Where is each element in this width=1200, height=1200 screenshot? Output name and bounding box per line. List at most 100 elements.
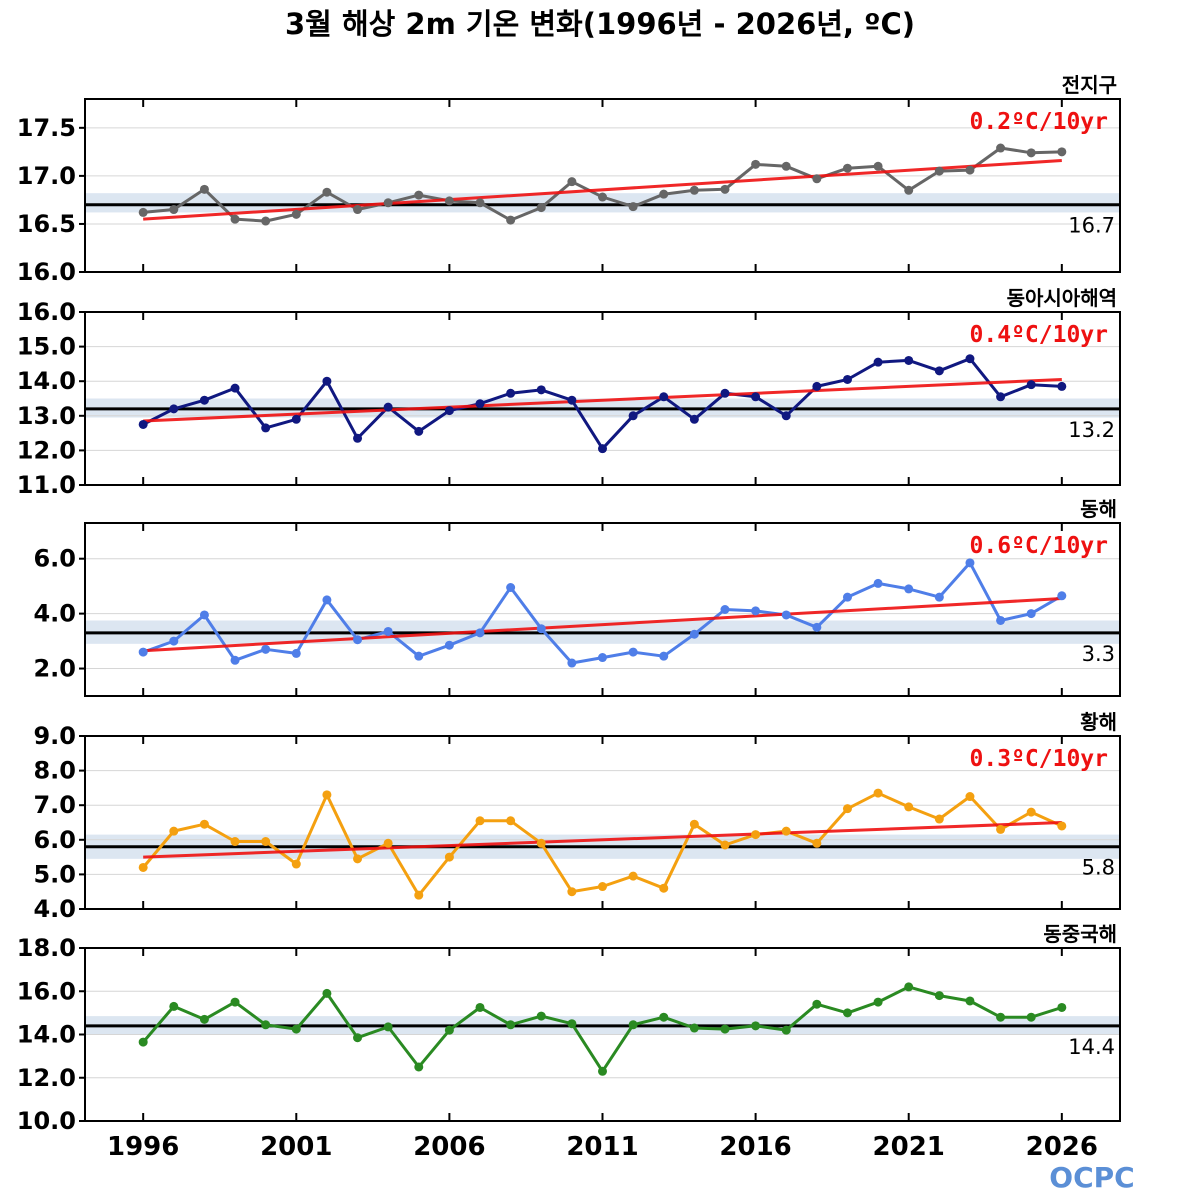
climatology-label: 3.3 <box>1082 642 1115 666</box>
data-point <box>904 982 914 992</box>
panel-frame <box>84 98 1121 273</box>
climatology-label: 5.8 <box>1082 856 1115 880</box>
data-point <box>322 376 332 386</box>
data-point <box>567 1019 577 1029</box>
data-point <box>506 816 516 826</box>
series-line <box>142 561 1063 665</box>
data-point <box>598 1066 607 1076</box>
data-point <box>598 192 607 202</box>
data-point <box>781 161 791 171</box>
data-point <box>1026 807 1036 817</box>
panel-0: 16.0 16.5 17.0 17.5 전지구 0.2ºC/10yr 16.7 <box>17 73 1121 286</box>
data-point <box>230 383 240 393</box>
y-tick-label: 17.5 <box>17 114 76 142</box>
data-point <box>414 651 424 661</box>
data-point <box>873 788 883 798</box>
data-point <box>383 198 393 208</box>
data-point <box>1057 381 1067 391</box>
data-point <box>536 203 546 213</box>
data-point <box>812 381 822 391</box>
data-point <box>1057 591 1067 601</box>
data-point <box>934 366 944 376</box>
data-point <box>628 202 638 212</box>
data-point <box>444 852 454 862</box>
region-label: 황해 <box>1080 710 1117 734</box>
data-point <box>689 819 699 829</box>
x-tick-label: 2016 <box>719 1132 791 1162</box>
data-point <box>444 196 454 206</box>
x-tick-label: 2001 <box>260 1132 332 1162</box>
region-label: 전지구 <box>1062 73 1117 97</box>
trend-label: 0.4ºC/10yr <box>970 322 1108 348</box>
climatology-label: 14.4 <box>1068 1035 1115 1059</box>
x-axis: 1996 2001 2006 2011 2016 2021 2026 <box>107 1132 1098 1162</box>
data-point <box>1026 609 1036 619</box>
data-point <box>720 605 730 614</box>
data-point <box>934 814 944 824</box>
data-point <box>169 826 179 836</box>
data-point <box>751 392 761 402</box>
data-point <box>689 629 699 639</box>
y-tick-label: 4.0 <box>33 600 76 628</box>
data-point <box>322 595 332 605</box>
data-point <box>567 887 577 897</box>
panel-3: 4.0 5.0 6.0 7.0 8.0 9.0 황해 0.3ºC/10yr 5.8 <box>33 710 1121 923</box>
data-point <box>475 1002 485 1012</box>
data-point <box>965 996 975 1006</box>
data-point <box>261 644 271 654</box>
data-point <box>659 883 669 893</box>
x-tick-label: 1996 <box>107 1132 179 1162</box>
data-point <box>383 838 393 848</box>
data-point <box>934 592 944 602</box>
data-point <box>812 174 822 184</box>
y-tick-label: 16.5 <box>17 210 76 238</box>
climatology-label: 13.2 <box>1068 418 1115 442</box>
data-point <box>628 647 638 657</box>
data-point <box>720 184 730 194</box>
data-point <box>996 143 1006 153</box>
data-point <box>904 355 914 365</box>
data-point <box>230 837 240 847</box>
data-point <box>873 357 883 367</box>
data-point <box>659 392 669 402</box>
region-label: 동아시아해역 <box>1007 286 1117 310</box>
data-point <box>475 816 485 826</box>
data-point <box>536 624 546 634</box>
data-point <box>1026 1012 1036 1022</box>
y-tick-label: 6.0 <box>33 545 76 573</box>
data-point <box>965 558 975 568</box>
data-point <box>751 1021 761 1031</box>
data-point <box>720 388 730 398</box>
data-point <box>169 1001 179 1011</box>
data-point <box>1026 380 1036 390</box>
data-point <box>751 830 761 840</box>
y-tick-label: 11.0 <box>17 471 76 499</box>
data-point <box>996 824 1006 834</box>
y-tick-label: 16.0 <box>17 258 76 286</box>
data-point <box>353 433 363 443</box>
data-point <box>873 578 883 588</box>
y-tick-label: 6.0 <box>33 826 76 854</box>
data-point <box>414 1062 424 1072</box>
data-point <box>261 216 271 226</box>
data-point <box>506 215 516 225</box>
data-point <box>812 838 822 848</box>
data-point <box>1057 1002 1067 1012</box>
data-point <box>291 414 301 424</box>
data-point <box>414 190 424 200</box>
data-point <box>996 392 1006 402</box>
panel-4: 10.0 12.0 14.0 16.0 18.0 동중국해 14.4 <box>17 922 1121 1135</box>
y-tick-label: 4.0 <box>33 895 76 923</box>
data-point <box>934 166 944 176</box>
data-point <box>628 871 638 881</box>
data-point <box>353 205 363 215</box>
trend-line <box>143 159 1062 221</box>
data-point <box>199 1014 209 1024</box>
panel-1: 11.0 12.0 13.0 14.0 15.0 16.0 동아시아해역 0.4ºC/10yr… <box>17 286 1121 499</box>
data-point <box>353 635 363 645</box>
data-point <box>598 444 607 454</box>
region-label: 동중국해 <box>1043 922 1117 946</box>
data-point <box>353 854 363 864</box>
y-tick-label: 18.0 <box>17 934 76 962</box>
